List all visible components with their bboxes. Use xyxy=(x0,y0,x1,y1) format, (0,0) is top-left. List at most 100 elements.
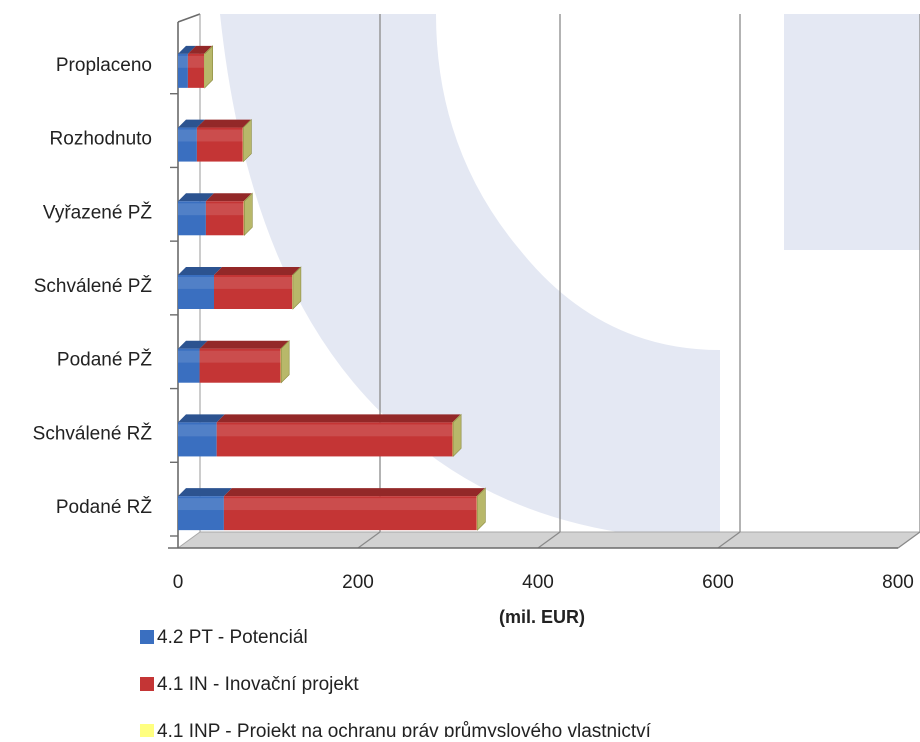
legend-label: 4.1 IN - Inovační projekt xyxy=(157,674,359,695)
bars xyxy=(178,45,486,531)
x-tick-label: 0 xyxy=(173,572,184,593)
category-label: Vyřazené PŽ xyxy=(43,201,153,223)
bar-gloss xyxy=(205,203,244,216)
bar-segment xyxy=(178,340,208,383)
bar-top xyxy=(178,414,225,423)
gridlines xyxy=(357,14,920,549)
bar-side xyxy=(244,192,253,237)
bar-gloss xyxy=(216,424,453,437)
category-label: Schválené PŽ xyxy=(34,275,153,297)
bar-side xyxy=(292,266,302,310)
category-label: Rozhodnuto xyxy=(50,129,152,150)
bar-front xyxy=(216,422,453,457)
legend-swatch xyxy=(140,724,154,738)
bar-front xyxy=(292,275,293,309)
bar-gloss xyxy=(223,498,477,511)
bar-top xyxy=(178,45,196,54)
bar-gloss xyxy=(196,129,243,142)
bar-segment xyxy=(280,339,290,384)
bar-segment xyxy=(178,193,214,236)
bar-side xyxy=(243,118,252,163)
x-tick-label: 800 xyxy=(882,572,914,593)
bar-gloss xyxy=(476,498,478,511)
x-tick-label: 400 xyxy=(522,572,554,593)
legend-item: 4.1 IN - Inovační projekt xyxy=(140,674,359,695)
bar-segment xyxy=(178,488,232,531)
bar-segment xyxy=(216,414,461,457)
legend-swatch xyxy=(140,630,154,644)
bar-gloss xyxy=(178,350,200,363)
bar-segment xyxy=(199,340,289,383)
bar-front xyxy=(205,201,244,236)
x-tick-label: 200 xyxy=(342,572,374,593)
x-tick-label: 600 xyxy=(702,572,734,593)
bar-segment xyxy=(243,192,253,237)
bar-gloss xyxy=(214,277,293,289)
bar-segment xyxy=(178,119,205,162)
bar-side xyxy=(280,339,290,384)
bar-gloss xyxy=(292,277,293,289)
bar-top xyxy=(178,488,232,497)
category-label: Podané PŽ xyxy=(57,349,152,371)
bar-side xyxy=(477,487,486,531)
y-axis-top-edge xyxy=(177,13,201,23)
bar-top xyxy=(178,267,222,275)
gridline-floor xyxy=(357,531,381,549)
category-label: Podané RŽ xyxy=(56,496,153,518)
bar-gloss xyxy=(178,55,188,68)
bar-segment xyxy=(196,119,251,162)
bar-front xyxy=(178,496,224,531)
legend-item: 4.1 INP - Projekt na ochranu práv průmys… xyxy=(140,721,652,742)
bar-gloss xyxy=(199,350,281,363)
bar-front xyxy=(178,53,188,88)
bar-top xyxy=(199,340,289,349)
bar-segment xyxy=(178,414,225,457)
bar-side xyxy=(452,413,462,458)
x-axis-title: (mil. EUR) xyxy=(499,607,585,627)
bar-front xyxy=(178,348,200,383)
bar-gloss xyxy=(178,203,206,216)
gridline-floor xyxy=(717,531,741,549)
gridline-floor xyxy=(537,531,561,549)
bar-top xyxy=(178,119,205,128)
bar-segment xyxy=(204,45,213,89)
bar-front xyxy=(476,496,478,531)
bar-top xyxy=(178,193,214,202)
bar-front xyxy=(178,127,197,162)
bar-gloss xyxy=(178,424,217,437)
bar-top xyxy=(178,340,208,349)
legend-item: 4.2 PT - Potenciál xyxy=(140,627,308,648)
bar-front xyxy=(196,127,243,162)
legend-swatch xyxy=(140,677,154,691)
legend: 4.2 PT - Potenciál 4.1 IN - Inovační proj… xyxy=(140,627,652,742)
gridline-floor xyxy=(897,531,920,549)
bar-gloss xyxy=(178,129,197,142)
bar-segment xyxy=(452,413,462,458)
bar-top xyxy=(223,488,485,497)
bar-gloss xyxy=(178,498,224,511)
bar-top xyxy=(205,193,252,202)
bar-front xyxy=(178,275,214,309)
bar-segment xyxy=(187,45,213,88)
bar-segment xyxy=(242,118,252,163)
legend-label: 4.2 PT - Potenciál xyxy=(157,627,308,648)
bar-gloss xyxy=(187,55,205,68)
bar-top xyxy=(196,119,251,128)
bar-segment xyxy=(223,488,485,531)
bar-front xyxy=(187,53,205,88)
watermark-square xyxy=(784,14,920,250)
legend-label: 4.1 INP - Projekt na ochranu práv průmys… xyxy=(157,721,652,737)
bar-segment xyxy=(292,266,302,310)
watermark-arc xyxy=(220,14,720,540)
bar-segment xyxy=(178,45,196,88)
bar-front xyxy=(178,201,206,236)
bar-front xyxy=(223,496,477,531)
bar-front xyxy=(214,275,293,309)
bar-front xyxy=(178,422,217,457)
bar-gloss xyxy=(178,277,214,289)
bar-front xyxy=(452,422,454,457)
bar-segment xyxy=(178,267,222,309)
labels: Proplaceno Rozhodnuto Vyřazené PŽ Schválené… xyxy=(33,55,914,627)
